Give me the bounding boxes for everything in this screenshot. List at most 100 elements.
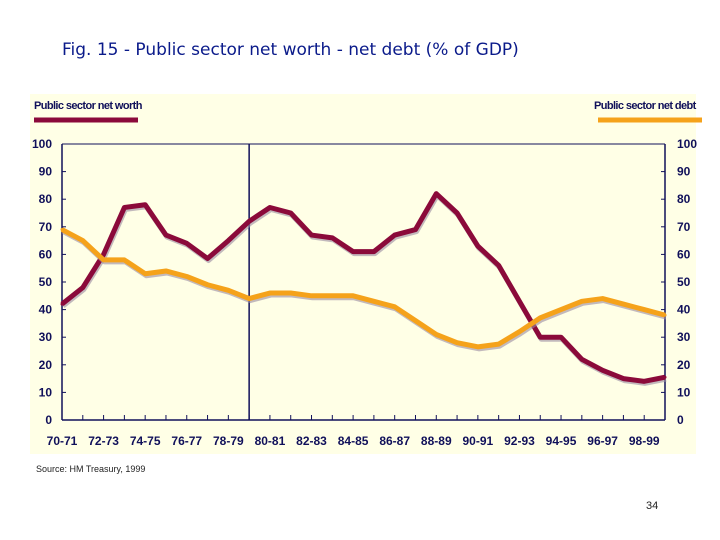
data-point	[559, 308, 563, 312]
y-tick-label-right: 100	[677, 137, 697, 151]
data-point	[351, 294, 355, 298]
x-tick-label: 94-95	[546, 434, 577, 448]
data-point	[206, 257, 210, 261]
data-point	[268, 291, 272, 295]
y-tick-label-right: 0	[677, 413, 684, 427]
y-tick-label-left: 0	[45, 413, 52, 427]
x-tick-label: 72-73	[88, 434, 119, 448]
data-point	[289, 211, 293, 215]
data-point	[476, 244, 480, 248]
y-tick-label-right: 90	[677, 165, 691, 179]
data-point	[601, 297, 605, 301]
series-line-net-worth	[60, 191, 666, 384]
data-point	[102, 258, 106, 262]
x-tick-label: 82-83	[296, 434, 327, 448]
data-point	[538, 335, 542, 339]
data-point	[351, 250, 355, 254]
x-tick-label: 70-71	[47, 434, 78, 448]
x-tick-label: 78-79	[213, 434, 244, 448]
data-point	[60, 302, 64, 306]
data-point	[289, 291, 293, 295]
chart-title: Fig. 15 - Public sector net worth - net …	[62, 40, 519, 60]
data-point	[517, 330, 521, 334]
y-tick-label-left: 20	[39, 358, 53, 372]
page-number: 34	[646, 500, 659, 512]
data-point	[330, 294, 334, 298]
x-tick-label: 74-75	[130, 434, 161, 448]
y-tick-label-right: 50	[677, 275, 691, 289]
y-tick-label-right: 60	[677, 247, 691, 261]
data-point	[393, 305, 397, 309]
data-point	[455, 211, 459, 215]
x-tick-label: 92-93	[504, 434, 535, 448]
data-point	[310, 294, 314, 298]
data-point	[226, 288, 230, 292]
data-point	[413, 228, 417, 232]
data-point	[621, 377, 625, 381]
data-point	[164, 233, 168, 237]
y-tick-label-right: 80	[677, 192, 691, 206]
x-tick-label: 90-91	[463, 434, 494, 448]
data-point	[122, 258, 126, 262]
data-point	[310, 233, 314, 237]
y-tick-label-left: 100	[32, 137, 52, 151]
data-point	[330, 236, 334, 240]
data-point	[413, 319, 417, 323]
data-point	[393, 233, 397, 237]
data-point	[434, 332, 438, 336]
data-point	[497, 263, 501, 267]
y-tick-label-left: 30	[39, 330, 53, 344]
y-tick-label-right: 20	[677, 358, 691, 372]
data-point	[247, 297, 251, 301]
source-note: Source: HM Treasury, 1999	[36, 464, 146, 474]
y-tick-label-left: 40	[39, 303, 53, 317]
data-point	[81, 239, 85, 243]
data-point	[102, 252, 106, 256]
data-point	[372, 250, 376, 254]
data-point	[517, 299, 521, 303]
data-point	[455, 341, 459, 345]
data-point	[226, 239, 230, 243]
data-point	[206, 283, 210, 287]
legend-net-worth: Public sector net worth	[34, 100, 142, 112]
y-tick-label-left: 60	[39, 247, 53, 261]
x-tick-label: 84-85	[338, 434, 369, 448]
y-tick-label-right: 30	[677, 330, 691, 344]
data-point	[538, 316, 542, 320]
data-point	[642, 379, 646, 383]
y-tick-label-right: 40	[677, 303, 691, 317]
x-tick-label: 80-81	[255, 434, 286, 448]
data-point	[81, 286, 85, 290]
data-point	[663, 313, 667, 317]
x-tick-label: 96-97	[587, 434, 618, 448]
x-tick-label: 76-77	[171, 434, 202, 448]
data-point	[247, 219, 251, 223]
y-tick-label-right: 10	[677, 385, 691, 399]
data-point	[642, 308, 646, 312]
data-point	[621, 302, 625, 306]
data-point	[60, 228, 64, 232]
data-point	[143, 203, 147, 207]
x-tick-label: 88-89	[421, 434, 452, 448]
data-point	[580, 357, 584, 361]
data-point	[185, 274, 189, 278]
data-point	[559, 335, 563, 339]
data-point	[663, 375, 667, 379]
data-point	[268, 205, 272, 209]
legend-net-debt: Public sector net debt	[594, 100, 696, 112]
y-tick-label-left: 70	[39, 220, 53, 234]
y-tick-label-left: 90	[39, 165, 53, 179]
data-point	[143, 272, 147, 276]
data-point	[580, 299, 584, 303]
x-tick-label: 86-87	[379, 434, 410, 448]
y-tick-label-right: 70	[677, 220, 691, 234]
data-point	[372, 299, 376, 303]
data-point	[185, 241, 189, 245]
y-tick-label-left: 80	[39, 192, 53, 206]
data-point	[164, 269, 168, 273]
y-tick-label-left: 50	[39, 275, 53, 289]
data-point	[122, 205, 126, 209]
data-point	[434, 192, 438, 196]
data-point	[497, 342, 501, 346]
